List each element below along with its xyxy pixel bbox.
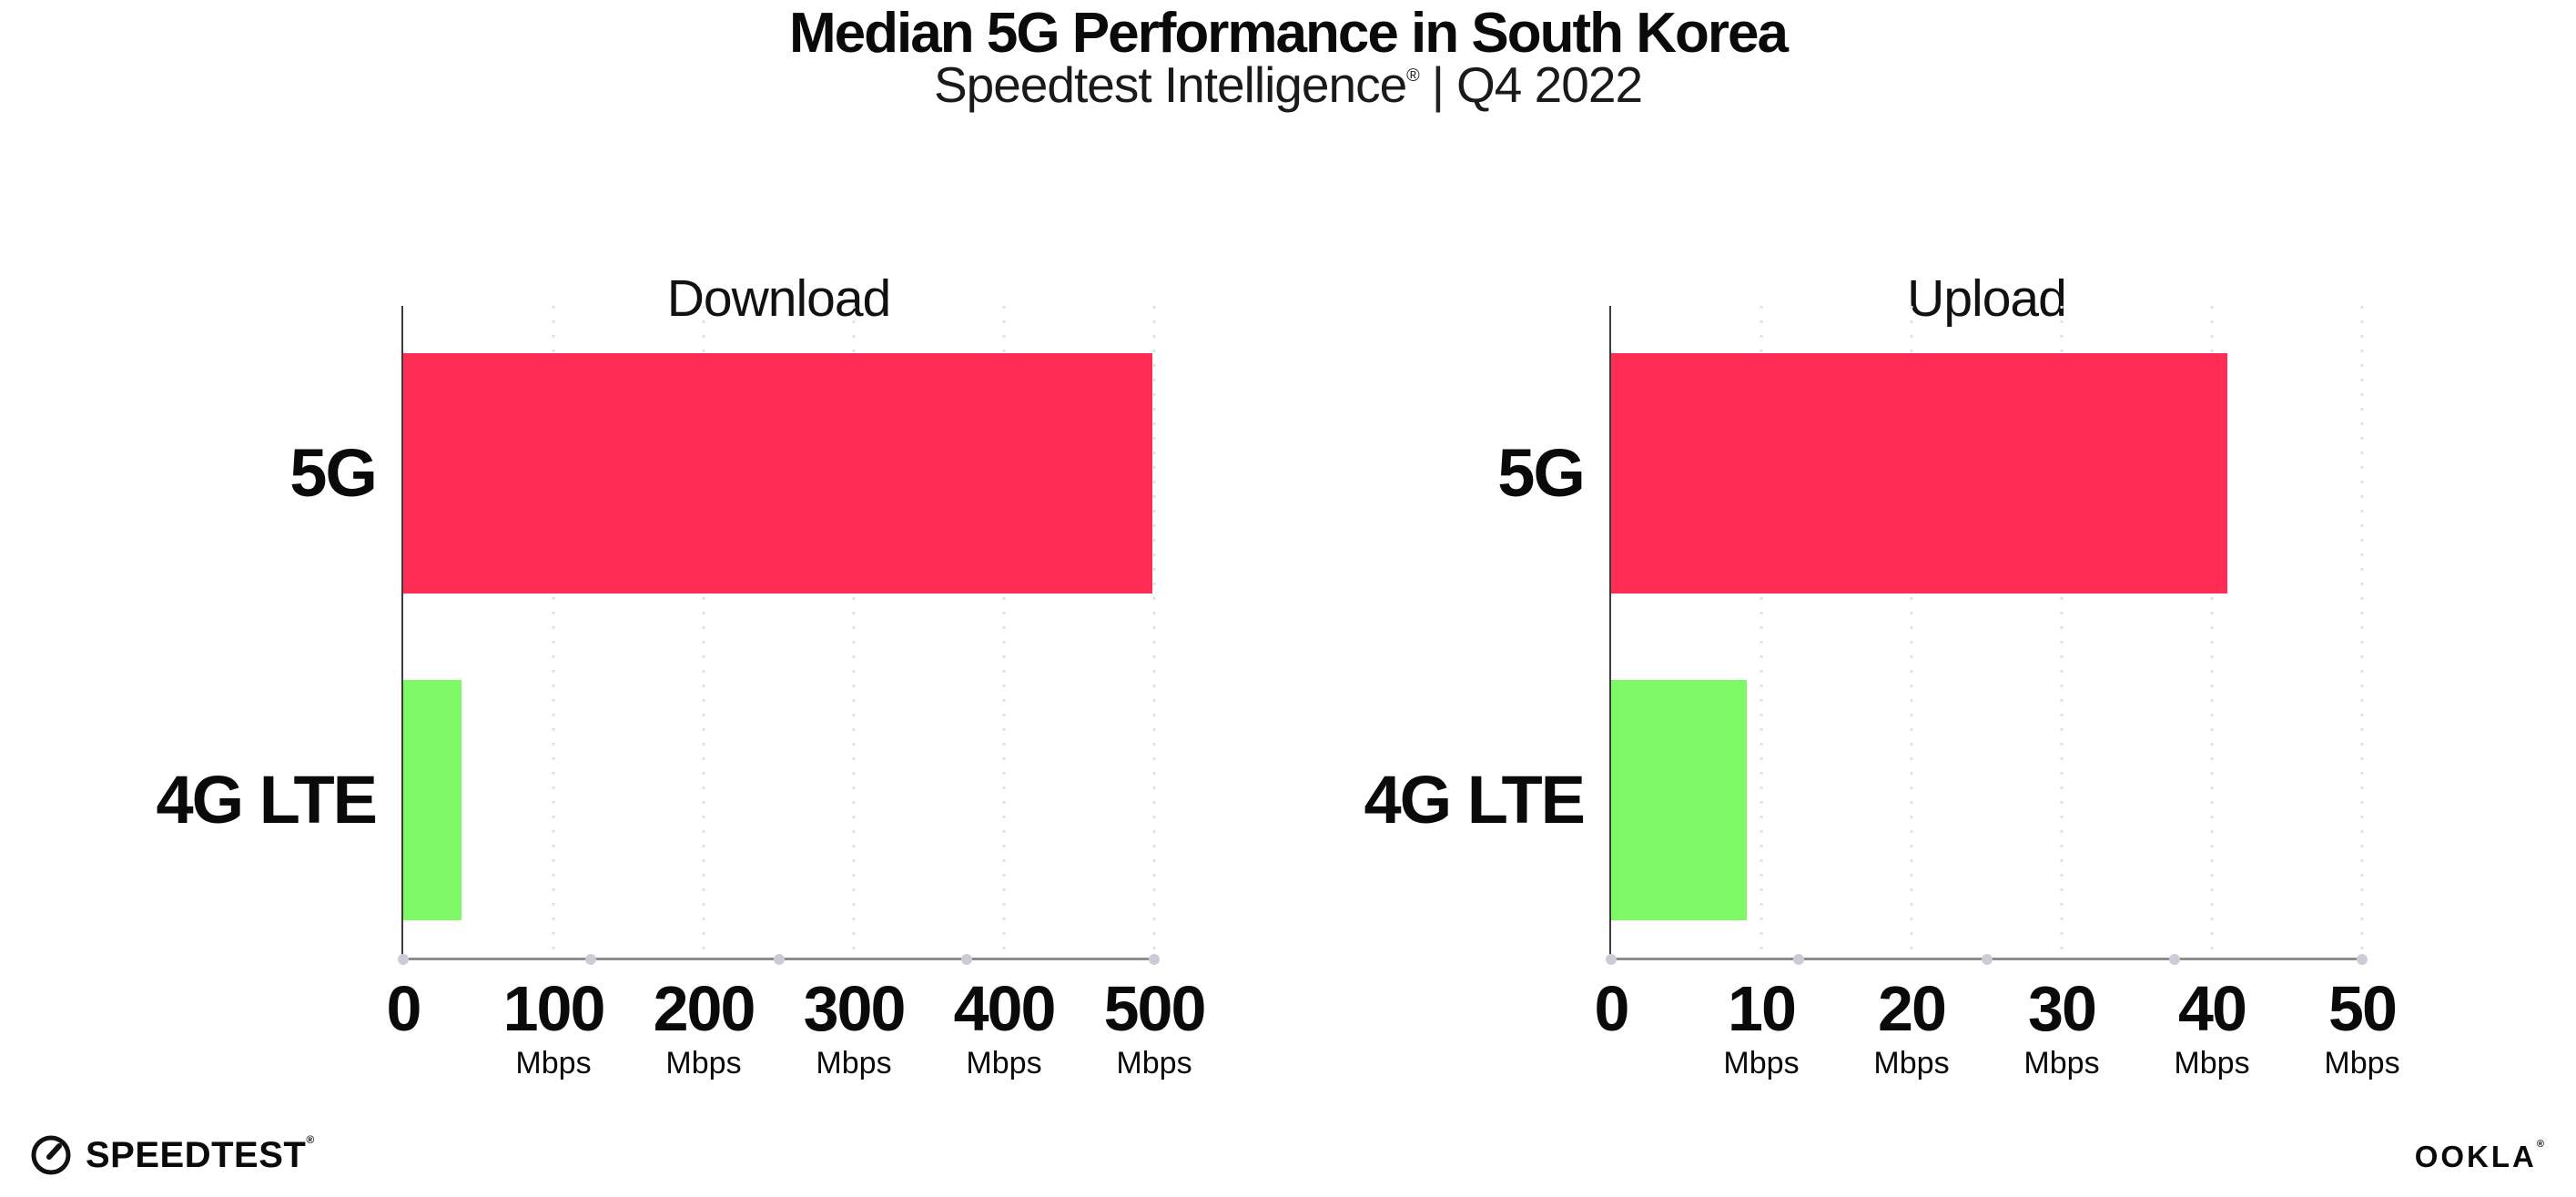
x-tick: 0 [386,973,422,1048]
speedtest-wordmark-text: SPEEDTEST [86,1135,307,1175]
x-tick: 500 Mbps [1103,973,1207,1080]
x-tick: 50 Mbps [2324,977,2399,1079]
x-tick-unit: Mbps [2324,1046,2400,1080]
gridline [1152,306,1156,959]
x-tick: 20 Mbps [1873,977,1949,1079]
subtitle-period: Q4 2022 [1456,56,1643,113]
gridline [1002,306,1006,959]
axis-tick-dot [398,954,409,965]
x-tick-unit: Mbps [966,1046,1042,1080]
download-x-axis: 0 100 Mbps 200 Mbps 300 Mbps 400 Mbps 500 Mbp… [387,973,1207,1113]
axis-tick-dot [585,954,597,965]
gridline [702,306,705,959]
ookla-wordmark-text: OOKLA [2414,1140,2537,1173]
axis-tick-dot [1606,954,1617,965]
x-tick-value: 200 [653,973,756,1044]
registered-mark: ® [1406,65,1420,86]
x-tick-value: 10 [1728,973,1797,1044]
x-tick-value: 50 [2328,973,2398,1044]
x-tick: 30 Mbps [2023,977,2099,1079]
upload-chart-panel: Upload 5G 4G LTE 0 10 Mbps 20 Mbps 30 Mbps … [1356,226,2400,1118]
x-tick-value: 100 [502,973,606,1044]
subtitle-brand: Speedtest Intelligence [933,56,1407,113]
y-axis-line [401,306,403,959]
gridline [2060,306,2064,959]
x-tick: 40 Mbps [2174,977,2249,1079]
gridline [1760,306,1763,959]
category-label-5g: 5G [289,435,378,511]
x-tick-unit: Mbps [515,1046,592,1080]
gridline [1910,306,1913,959]
axis-tick-dot [1981,954,1993,965]
x-tick-unit: Mbps [1116,1046,1192,1080]
x-tick: 300 Mbps [803,973,907,1080]
upload-x-axis: 0 10 Mbps 20 Mbps 30 Mbps 40 Mbps 50 Mbps [1595,977,2400,1113]
page-subtitle: Speedtest Intelligence® | Q4 2022 [0,60,2576,110]
axis-tick-dot [2357,954,2368,965]
category-label-4g-lte: 4G LTE [156,762,378,837]
axis-tick-dot [773,954,785,965]
x-tick: 100 Mbps [502,973,606,1080]
x-tick-value: 20 [1878,973,1947,1044]
bar-4g-lte-upload [1611,680,1747,920]
x-tick-unit: Mbps [816,1046,892,1080]
gridline [552,306,555,959]
bar-5g-upload [1611,353,2227,593]
x-tick: 0 [1594,973,1630,1048]
y-axis-line [1609,306,1611,959]
axis-tick-dot [1793,954,1805,965]
speedtest-gauge-icon [29,1133,73,1177]
x-tick-unit: Mbps [2023,1046,2100,1080]
x-tick-value: 300 [803,973,907,1044]
axis-tick-dot [960,954,972,965]
x-tick: 10 Mbps [1723,977,1799,1079]
gridline [852,306,856,959]
upload-chart-title: Upload [1907,269,2067,329]
bar-5g-download [403,353,1153,593]
x-tick-value: 40 [2178,973,2247,1044]
subtitle-divider: | [1431,56,1445,113]
category-label-5g: 5G [1497,435,1586,511]
speedtest-logo: SPEEDTEST® [29,1133,315,1177]
ookla-logo: OOKLA® [2414,1139,2547,1173]
gridline [2210,306,2214,959]
x-tick-unit: Mbps [1723,1046,1800,1080]
download-plot-area [398,306,1160,965]
x-tick-value: 400 [953,973,1057,1044]
page-title: Median 5G Performance in South Korea [789,2,1789,65]
x-tick-value: 0 [1594,973,1630,1044]
x-tick-unit: Mbps [665,1046,742,1080]
download-chart-panel: Download 5G 4G LTE 0 100 Mbps 200 Mbps 300… [148,226,1207,1118]
axis-tick-dot [1149,954,1160,965]
axis-tick-dot [2168,954,2180,965]
gridline [2360,306,2364,959]
x-tick: 200 Mbps [653,973,756,1080]
x-tick-value: 0 [386,973,422,1044]
x-tick-unit: Mbps [2174,1046,2250,1080]
upload-plot-area [1606,306,2368,965]
ookla-registered-mark: ® [2536,1139,2547,1150]
x-tick-value: 30 [2028,973,2097,1044]
bar-4g-lte-download [403,680,462,920]
x-tick-unit: Mbps [1873,1046,1950,1080]
x-tick: 400 Mbps [953,973,1057,1080]
speedtest-registered-mark: ® [306,1132,315,1146]
category-label-4g-lte: 4G LTE [1364,762,1586,837]
speedtest-wordmark: SPEEDTEST® [86,1134,315,1175]
x-tick-value: 500 [1103,973,1207,1044]
